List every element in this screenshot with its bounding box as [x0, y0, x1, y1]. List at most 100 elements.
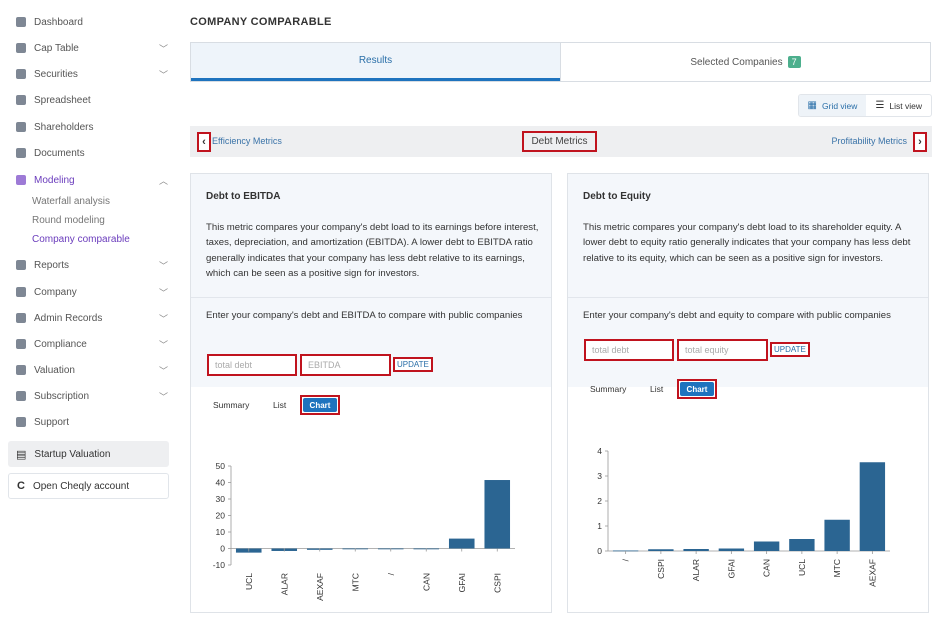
lightbulb-icon	[16, 175, 26, 185]
y-tick-label: 1	[597, 521, 602, 531]
update-button[interactable]: UPDATE	[770, 342, 810, 357]
x-tick-label: AEXAF	[315, 573, 325, 601]
bar	[824, 519, 850, 551]
x-tick-label: AEXAF	[867, 559, 877, 587]
x-tick-label: GFAI	[726, 559, 736, 578]
x-tick-label: ALAR	[279, 573, 289, 595]
bar	[718, 548, 745, 551]
prev-metric-button[interactable]: ‹	[197, 132, 211, 152]
sidebar-item-label: Securities	[34, 68, 78, 80]
chevron-down-icon: ﹀	[158, 287, 168, 298]
sidebar-item-support[interactable]: Support	[8, 412, 170, 432]
sidebar: Dashboard Cap Table ﹀ Securities ﹀ Spreadshee…	[0, 0, 178, 621]
sidebar-item-compliance[interactable]: Compliance ﹀	[8, 334, 170, 354]
sidebar-item-label: Modeling	[34, 174, 75, 186]
open-account-label: Open Cheqly account	[32, 480, 130, 492]
sidebar-item-modeling[interactable]: Modeling ︿	[8, 170, 170, 190]
sidebar-item-company[interactable]: Company ﹀	[8, 282, 170, 302]
sidebar-item-label: Cap Table	[34, 42, 79, 54]
grid-icon: ▦	[807, 100, 817, 111]
card-title: Debt to EBITDA	[206, 191, 281, 202]
y-tick-label: 3	[597, 471, 602, 481]
list-tab[interactable]: List	[650, 384, 664, 394]
chart-tab[interactable]: Chart	[300, 395, 340, 415]
spreadsheet-icon	[16, 95, 26, 105]
list-icon: ☰	[875, 100, 885, 111]
next-metric-link[interactable]: Profitability Metrics	[831, 136, 907, 146]
summary-tab[interactable]: Summary	[213, 400, 250, 410]
y-tick-label: 30	[216, 494, 226, 504]
update-button[interactable]: UPDATE	[393, 357, 433, 372]
sidebar-item-label: Valuation	[34, 364, 75, 376]
grid-view-button[interactable]: ▦ Grid view	[798, 95, 867, 116]
sidebar-item-dashboard[interactable]: Dashboard	[8, 12, 170, 32]
sidebar-item-label: Compliance	[34, 338, 87, 350]
divider	[568, 297, 928, 298]
startup-valuation-button[interactable]: ▤ Startup Valuation	[8, 441, 169, 467]
chevron-down-icon: ﹀	[158, 69, 168, 80]
sidebar-item-documents[interactable]: Documents	[8, 143, 170, 163]
sidebar-item-label: Spreadsheet	[34, 94, 91, 106]
tab-selected-label: Selected Companies	[690, 56, 783, 68]
sidebar-item-spreadsheet[interactable]: Spreadsheet	[8, 90, 170, 110]
admin-icon	[16, 313, 26, 323]
support-icon	[16, 417, 26, 427]
bar	[484, 480, 511, 549]
sidebar-item-cap-table[interactable]: Cap Table ﹀	[8, 38, 170, 58]
y-tick-label: 10	[216, 527, 226, 537]
debt-to-equity-chart: 0 1 2 3 4 / CSPI ALAR GFAI CAN UCL MTC AEXAF	[597, 446, 890, 587]
card-description: This metric compares your company's debt…	[583, 222, 911, 264]
chevron-up-icon: ︿	[158, 175, 168, 186]
summary-tab[interactable]: Summary	[590, 384, 627, 394]
current-metric[interactable]: Debt Metrics	[522, 131, 597, 152]
sidebar-item-valuation[interactable]: Valuation ﹀	[8, 360, 170, 380]
sidebar-subitem-round-modeling[interactable]: Round modeling	[32, 215, 105, 226]
chevron-down-icon: ﹀	[158, 43, 168, 54]
y-tick-label: -10	[213, 560, 226, 570]
total-debt-input[interactable]	[207, 354, 297, 376]
sidebar-item-label: Dashboard	[34, 16, 83, 28]
total-equity-input[interactable]	[677, 339, 768, 361]
list-tab[interactable]: List	[273, 400, 287, 410]
y-tick-label: 0	[597, 546, 602, 556]
ebitda-input[interactable]	[300, 354, 391, 376]
x-tick-label: CSPI	[492, 573, 502, 593]
bar	[612, 550, 639, 552]
sidebar-item-subscription[interactable]: Subscription ﹀	[8, 386, 170, 406]
sidebar-item-reports[interactable]: Reports ﹀	[8, 255, 170, 275]
y-tick-label: 40	[216, 478, 226, 488]
y-tick-label: 0	[220, 544, 225, 554]
sidebar-item-label: Documents	[34, 147, 85, 159]
next-metric-button[interactable]: ›	[913, 132, 927, 152]
sidebar-item-label: Reports	[34, 259, 70, 271]
open-cheqly-account-button[interactable]: C Open Cheqly account	[8, 473, 169, 499]
x-tick-label: CAN	[762, 559, 772, 577]
x-tick-label: ALAR	[691, 559, 701, 581]
tabs: Results Selected Companies 7	[190, 42, 931, 82]
bar	[753, 541, 780, 551]
debt-to-equity-card: Debt to Equity This metric compares your…	[567, 173, 929, 613]
tab-results[interactable]: Results	[191, 43, 560, 81]
chart-tab[interactable]: Chart	[677, 379, 717, 399]
total-debt-input[interactable]	[584, 339, 674, 361]
list-view-button[interactable]: ☰ List view	[866, 95, 931, 116]
page-title: COMPANY COMPARABLE	[190, 16, 332, 28]
y-tick-label: 4	[597, 446, 602, 456]
sidebar-subitem-waterfall-analysis[interactable]: Waterfall analysis	[32, 196, 110, 207]
report-icon	[16, 260, 26, 270]
prev-metric-link[interactable]: Efficiency Metrics	[212, 136, 282, 146]
user-icon	[16, 122, 26, 132]
bar	[448, 538, 475, 549]
sidebar-subitem-company-comparable[interactable]: Company comparable	[32, 234, 130, 245]
subscription-icon	[16, 391, 26, 401]
sidebar-item-shareholders[interactable]: Shareholders	[8, 117, 170, 137]
sidebar-item-admin-records[interactable]: Admin Records ﹀	[8, 308, 170, 328]
metrics-nav-bar: ‹ Efficiency Metrics Debt Metrics Profit…	[190, 126, 932, 157]
sidebar-item-securities[interactable]: Securities ﹀	[8, 64, 170, 84]
tab-results-label: Results	[358, 55, 393, 66]
sidebar-item-label: Admin Records	[34, 312, 103, 324]
tab-selected-companies[interactable]: Selected Companies 7	[560, 43, 930, 81]
sidebar-item-label: Shareholders	[34, 121, 94, 133]
bar	[859, 462, 886, 551]
y-tick-label: 50	[216, 461, 226, 471]
